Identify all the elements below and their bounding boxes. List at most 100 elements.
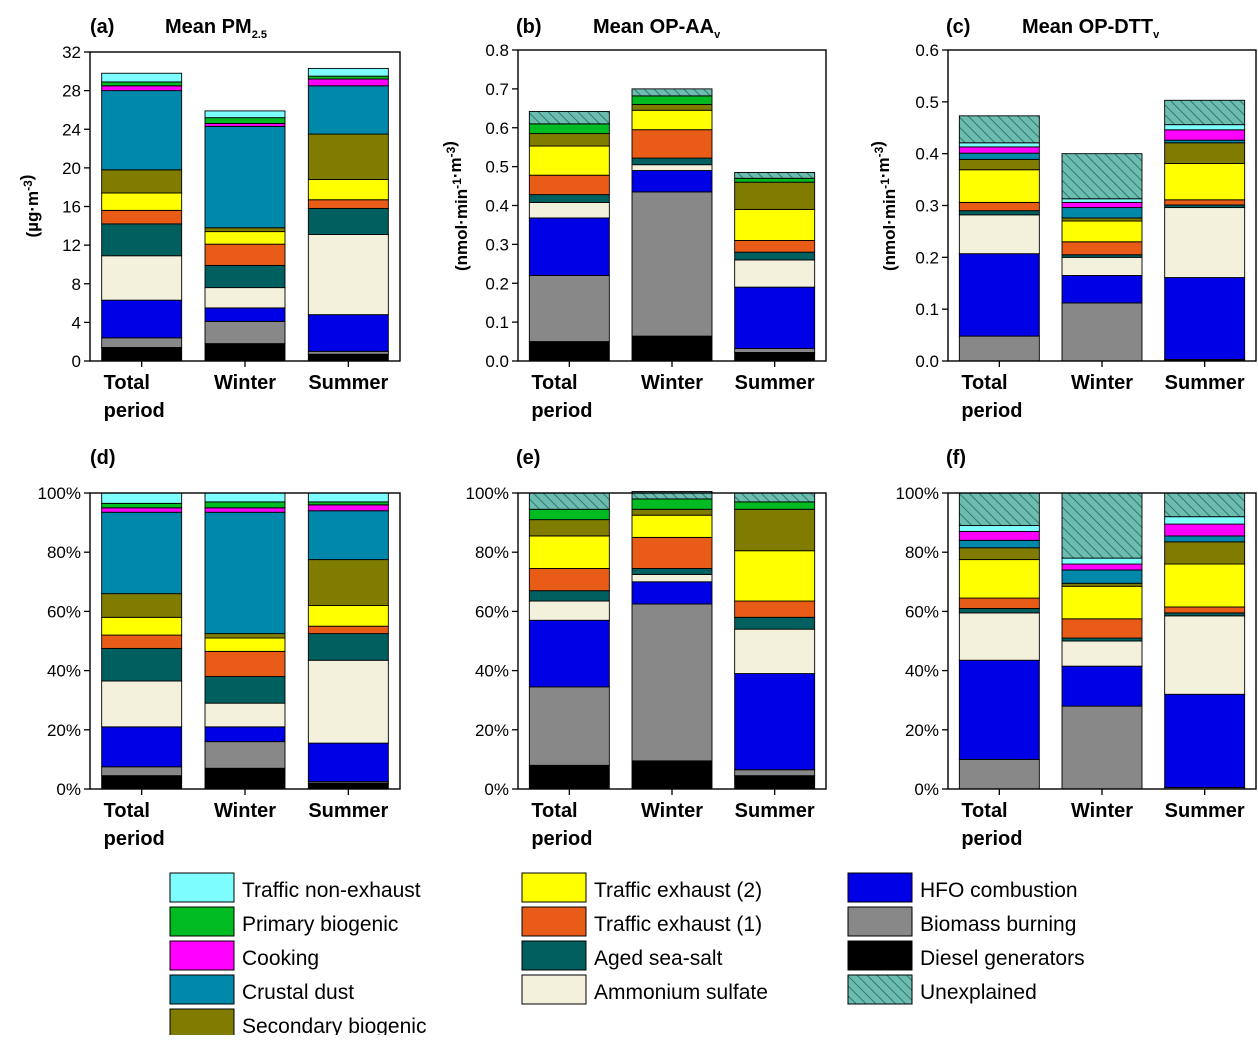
x-tick-label: Summer bbox=[735, 372, 815, 394]
bar-segment-secbio bbox=[1164, 142, 1246, 164]
bar-segment-crustal bbox=[958, 152, 1040, 160]
bar-segment-seasalt bbox=[631, 157, 713, 166]
bar-segment-cooking bbox=[204, 507, 286, 513]
legend-swatch-seasalt bbox=[521, 940, 587, 971]
bar-segment-secbio bbox=[204, 633, 286, 639]
panel-label: (e) bbox=[516, 447, 540, 469]
bar-segment-hfo bbox=[1164, 693, 1246, 788]
bar-segment-nonexh bbox=[204, 492, 286, 503]
bar-segment-biomass bbox=[204, 741, 286, 769]
bar-segment-te2 bbox=[734, 208, 816, 241]
y-axis-label-sup: -1 bbox=[450, 178, 464, 189]
x-tick-label: period bbox=[104, 400, 165, 422]
y-tick-label: 40% bbox=[475, 662, 509, 681]
bar-segment-te1 bbox=[1061, 241, 1143, 256]
y-tick-label: 0.6 bbox=[485, 119, 509, 138]
x-tick-label: Winter bbox=[1071, 800, 1133, 822]
bar-segment-biomass bbox=[101, 766, 183, 777]
bar-segment-crustal bbox=[204, 511, 286, 635]
bar-segment-diesel bbox=[307, 353, 389, 362]
bar-segment-primbio bbox=[101, 502, 183, 509]
bar-segment-ammsulf bbox=[1164, 207, 1246, 278]
bar-segment-biomass bbox=[631, 191, 713, 337]
legend-label: Traffic exhaust (2) bbox=[594, 879, 762, 902]
bar-segment-diesel bbox=[204, 767, 286, 790]
x-tick-label: Total bbox=[104, 800, 150, 822]
bar-segment-hfo bbox=[631, 581, 713, 605]
y-axis-label-sup: -1 bbox=[878, 178, 892, 189]
y-tick-label: 0.0 bbox=[915, 352, 939, 371]
bar-segment-cooking bbox=[101, 507, 183, 513]
bar-segment-primbio bbox=[734, 501, 816, 510]
y-axis-label-sup: -3 bbox=[872, 146, 886, 157]
bar-segment-unexplained bbox=[1061, 492, 1143, 559]
bar-segment-crustal bbox=[1164, 535, 1246, 543]
legend-label: Secondary biogenic bbox=[242, 1015, 426, 1035]
bar-segment-unexplained bbox=[631, 88, 713, 97]
y-axis-label-sup: -3 bbox=[444, 146, 458, 157]
bar-segment-hfo bbox=[204, 726, 286, 743]
y-tick-label: 60% bbox=[475, 602, 509, 621]
bar-segment-seasalt bbox=[101, 223, 183, 257]
bar-segment-secbio bbox=[528, 519, 610, 537]
bar-segment-ammsulf bbox=[734, 259, 816, 288]
legend-swatch-secbio bbox=[169, 1008, 235, 1039]
y-tick-label: 80% bbox=[475, 543, 509, 562]
y-tick-label: 100% bbox=[38, 484, 81, 503]
bar-segment-primbio bbox=[734, 177, 816, 183]
bar-segment-primbio bbox=[101, 81, 183, 87]
bar-segment-te1 bbox=[958, 201, 1040, 212]
bar-segment-nonexh bbox=[1164, 124, 1246, 131]
bar-segment-te1 bbox=[1061, 618, 1143, 639]
bar-segment-primbio bbox=[204, 117, 286, 124]
bar-segment-secbio bbox=[1164, 541, 1246, 565]
legend-swatch-biomass bbox=[847, 906, 913, 937]
bar-segment-biomass bbox=[958, 758, 1040, 790]
bar-segment-seasalt bbox=[631, 568, 713, 575]
bar-segment-hfo bbox=[631, 170, 713, 193]
y-tick-label: 0.3 bbox=[485, 235, 509, 254]
bar-segment-unexplained bbox=[958, 492, 1040, 527]
plot-frame bbox=[947, 492, 1257, 790]
legend-label: Crustal dust bbox=[242, 981, 354, 1004]
bar-segment-te2 bbox=[1061, 585, 1143, 620]
bar-segment-seasalt bbox=[958, 607, 1040, 614]
bar-segment-biomass bbox=[958, 335, 1040, 362]
legend-swatch-crustal bbox=[169, 974, 235, 1005]
bar-segment-seasalt bbox=[528, 194, 610, 203]
chart-panel-f: (f) 0% 20% 40% 60% 80% 100% Total period Winter Su… bbox=[896, 447, 1257, 850]
x-tick-label: period bbox=[104, 828, 165, 850]
bar-segment-crustal bbox=[307, 85, 389, 135]
bar-segment-ammsulf bbox=[958, 214, 1040, 255]
bar-segment-cooking bbox=[307, 78, 389, 87]
bar-segment-secbio bbox=[101, 593, 183, 618]
bar-segment-biomass bbox=[101, 337, 183, 348]
y-tick-label: 100% bbox=[466, 484, 509, 503]
bar-segment-seasalt bbox=[734, 616, 816, 630]
bar-segment-primbio bbox=[631, 498, 713, 510]
bar-segment-cooking bbox=[1061, 563, 1143, 571]
bar-segment-ammsulf bbox=[101, 255, 183, 301]
bar-segment-te2 bbox=[101, 192, 183, 211]
bar-segment-te2 bbox=[631, 514, 713, 538]
bar-segment-cooking bbox=[1061, 201, 1143, 209]
legend-swatch-te2 bbox=[521, 872, 587, 903]
legend-swatch-diesel bbox=[847, 940, 913, 971]
bar-segment-diesel bbox=[734, 351, 816, 362]
panel-label: (f) bbox=[946, 447, 966, 469]
x-tick-label: Winter bbox=[641, 372, 703, 394]
chart-panel-a: (a) Mean PM2.5 (µg·m-3) 0 4 8 12 16 20 24 28 32 Tota… bbox=[17, 16, 401, 422]
bar-segment-nonexh bbox=[1061, 198, 1143, 203]
y-tick-label: 28 bbox=[62, 82, 81, 101]
bar-segment-te2 bbox=[307, 605, 389, 627]
bar-segment-biomass bbox=[1061, 705, 1143, 790]
y-tick-label: 0.4 bbox=[915, 145, 939, 164]
bar-segment-ammsulf bbox=[631, 164, 713, 171]
y-axis-label-part: ·m bbox=[874, 157, 893, 178]
bar-segment-unexplained bbox=[631, 491, 713, 500]
bar-segment-crustal bbox=[101, 90, 183, 171]
chart-title: Mean OP-DTTv bbox=[1022, 16, 1160, 41]
bar-segment-hfo bbox=[958, 659, 1040, 760]
bar-segment-seasalt bbox=[528, 590, 610, 602]
bar-segment-nonexh bbox=[958, 142, 1040, 148]
